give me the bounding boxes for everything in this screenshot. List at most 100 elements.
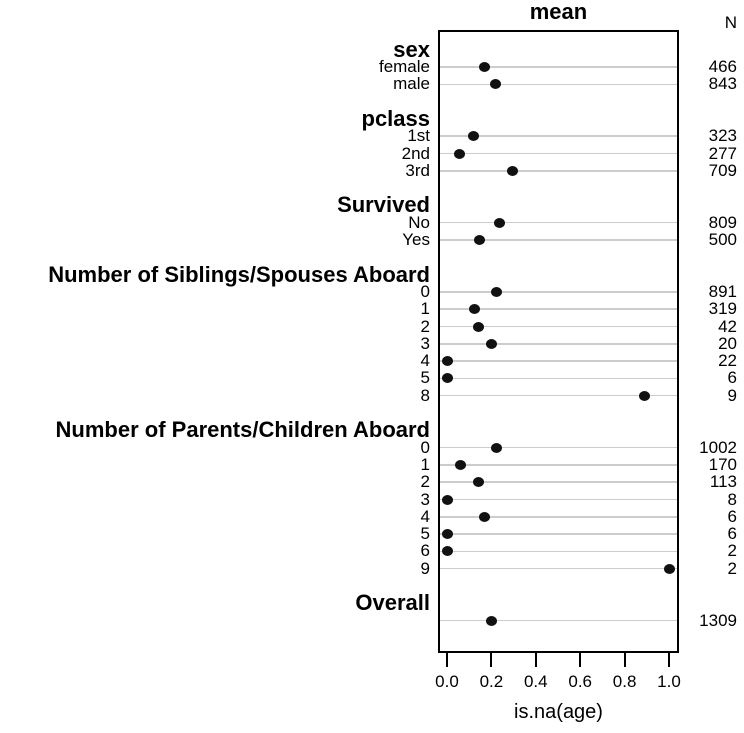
data-point (441, 356, 453, 367)
data-point (441, 373, 453, 384)
n-value: 2 (727, 558, 737, 578)
gridline (440, 360, 677, 362)
row-label: Yes (402, 230, 430, 249)
row-label: male (393, 74, 430, 94)
gridline (440, 135, 677, 137)
n-value: 709 (708, 160, 737, 180)
row-label: 2 (420, 472, 430, 492)
row-label: 2 (420, 316, 430, 336)
gridline (440, 239, 677, 241)
gridline (440, 83, 677, 86)
n-value: 809 (708, 212, 737, 232)
gridline (440, 343, 677, 345)
data-point (638, 390, 650, 401)
n-value: 113 (709, 472, 737, 492)
axis-tick-label: 0.2 (479, 672, 504, 691)
axis-tick (446, 653, 448, 667)
data-point (485, 338, 497, 349)
axis-tick (623, 653, 626, 667)
gridline (440, 550, 677, 553)
data-point (454, 459, 466, 470)
n-value: 20 (718, 333, 737, 353)
n-value: 6 (727, 368, 737, 388)
gridline (440, 619, 677, 622)
row-label: 6 (420, 541, 430, 561)
n-value: 42 (718, 316, 737, 336)
gridline (440, 308, 677, 310)
section-header: Number of Parents/Children Aboard (55, 417, 430, 443)
data-point (491, 442, 502, 453)
section-header: Survived (337, 192, 430, 218)
n-value: 22 (718, 351, 737, 371)
gridline (440, 66, 677, 68)
gridline (440, 498, 677, 501)
data-point (441, 494, 453, 505)
axis-tick (490, 653, 493, 667)
n-value: 2 (727, 541, 737, 561)
gridline (440, 152, 677, 155)
data-point (490, 286, 502, 297)
row-label: 4 (420, 506, 430, 526)
row-label: 5 (420, 368, 430, 388)
data-point (454, 148, 466, 159)
data-point (486, 615, 498, 626)
n-value: 323 (708, 126, 737, 146)
n-value: 1002 (699, 437, 737, 457)
gridline (440, 377, 677, 380)
n-value: 8 (727, 489, 737, 509)
data-point (478, 62, 490, 72)
row-label: 9 (420, 558, 430, 578)
gridline (440, 481, 677, 483)
axis-tick-label: 0.4 (523, 672, 548, 691)
section-header: Overall (355, 590, 430, 616)
n-value: 891 (708, 281, 737, 301)
row-label: No (408, 212, 430, 232)
gridline (440, 464, 677, 466)
n-value: 170 (708, 454, 737, 474)
gridline (440, 516, 677, 518)
row-label: 8 (420, 385, 430, 405)
row-label: 3 (420, 489, 430, 509)
axis-tick (579, 653, 582, 667)
data-point (490, 79, 502, 90)
n-value: 843 (708, 74, 737, 94)
data-point (441, 529, 453, 540)
section-header: sex (393, 36, 430, 62)
gridline (440, 533, 677, 535)
row-label: 3 (420, 333, 430, 353)
axis-tick (668, 653, 670, 667)
gridline (440, 291, 677, 293)
n-value: 277 (708, 143, 737, 163)
n-value: 1309 (699, 610, 737, 630)
n-value: 466 (708, 57, 737, 76)
row-label: female (378, 57, 430, 76)
axis-tick-label: 0.6 (568, 672, 592, 691)
gridline (440, 170, 677, 172)
data-point (493, 217, 505, 228)
n-value: 6 (727, 506, 737, 526)
data-point (478, 511, 490, 522)
data-point (506, 165, 518, 176)
row-label: 3rd (405, 160, 430, 180)
n-value: 319 (708, 299, 737, 319)
n-value: 9 (727, 385, 737, 405)
gridline (440, 567, 677, 570)
data-point (473, 235, 485, 245)
row-label: 4 (420, 351, 430, 371)
section-header: pclass (361, 105, 431, 131)
section-header: Number of Siblings/Spouses Aboard (48, 261, 430, 287)
axis-tick-label: 0.8 (612, 672, 637, 691)
data-point (473, 321, 485, 332)
chart-title: mean (529, 0, 588, 24)
data-point (441, 546, 453, 557)
axis-tick-label: 1.0 (657, 672, 681, 691)
row-label: 0 (420, 281, 430, 301)
data-point (473, 477, 485, 488)
gridline (440, 394, 677, 397)
gridline (440, 446, 677, 449)
row-label: 1 (420, 299, 430, 319)
row-label: 1 (420, 454, 430, 474)
axis-tick (534, 653, 537, 667)
data-point (469, 304, 481, 315)
